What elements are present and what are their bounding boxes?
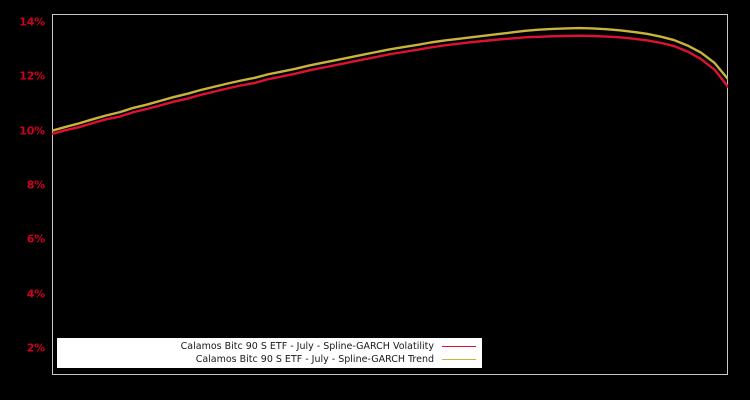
y-axis-tick-label: 2% — [26, 341, 45, 355]
legend-item-volatility[interactable]: Calamos Bitc 90 S ETF - July - Spline-GA… — [57, 340, 482, 353]
legend-item-trend[interactable]: Calamos Bitc 90 S ETF - July - Spline-GA… — [57, 353, 482, 366]
plot-frame — [52, 14, 728, 375]
y-axis: 14% 12% 10% 8% 6% 4% 2% — [0, 0, 52, 400]
legend-swatch-volatility — [442, 346, 476, 347]
y-axis-tick-label: 10% — [19, 124, 45, 138]
line-series-trend — [52, 26, 728, 132]
y-axis-tick-label: 14% — [19, 15, 45, 29]
chart-legend: Calamos Bitc 90 S ETF - July - Spline-GA… — [57, 338, 482, 368]
y-axis-tick-label: 6% — [26, 232, 45, 246]
legend-label-trend: Calamos Bitc 90 S ETF - July - Spline-GA… — [195, 354, 434, 365]
y-axis-tick-label: 12% — [19, 69, 45, 83]
plot-canvas — [52, 26, 728, 136]
y-axis-tick-label: 8% — [26, 178, 45, 192]
y-axis-tick-label: 4% — [26, 287, 45, 301]
series-group — [52, 26, 728, 136]
legend-swatch-trend — [442, 359, 476, 360]
legend-label-volatility: Calamos Bitc 90 S ETF - July - Spline-GA… — [180, 341, 434, 352]
line-series-volatility — [52, 34, 728, 136]
